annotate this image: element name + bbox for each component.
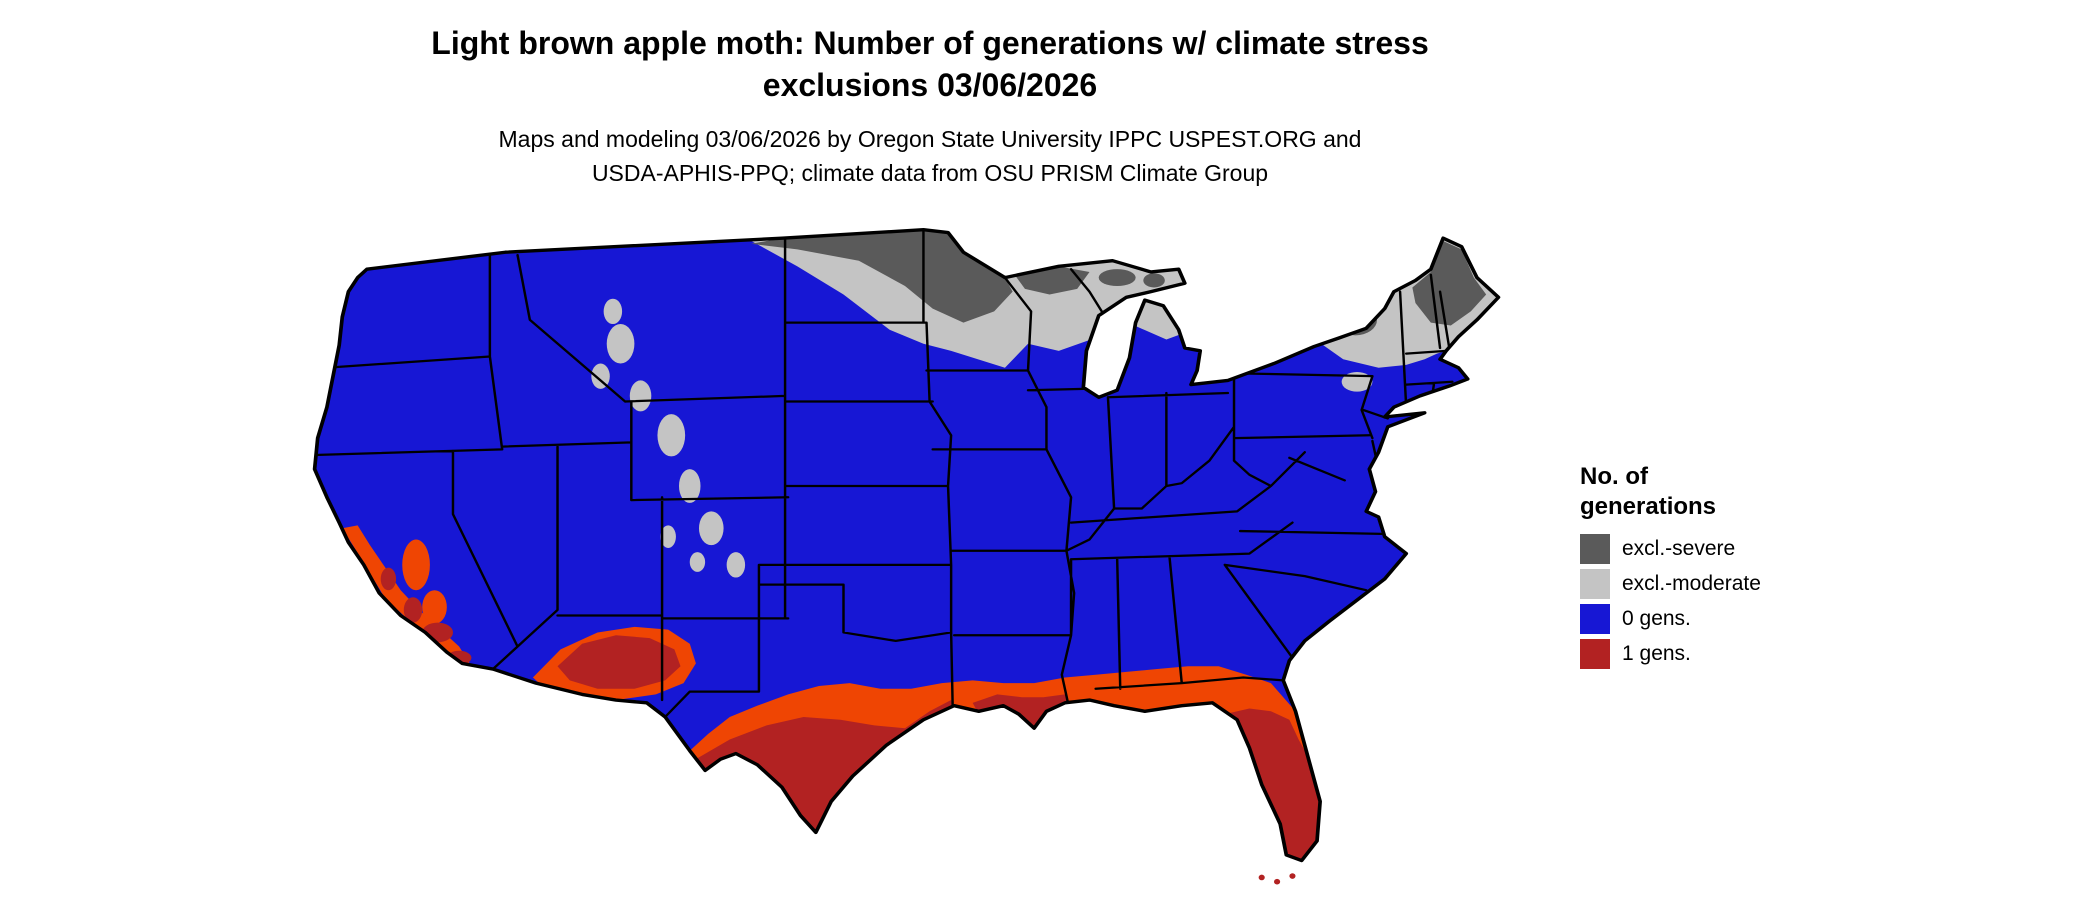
map-title: Light brown apple moth: Number of genera…	[0, 22, 1860, 106]
legend-row-0-gens: 0 gens.	[1580, 604, 1920, 634]
legend-swatch-0-gens	[1580, 604, 1610, 634]
legend-label-1-gens: 1 gens.	[1622, 642, 1691, 665]
map-subtitle-line1: Maps and modeling 03/06/2026 by Oregon S…	[498, 126, 1362, 152]
legend-label-excl-moderate: excl.-moderate	[1622, 572, 1761, 595]
legend-entries: excl.-severe excl.-moderate 0 gens. 1 ge…	[1580, 534, 1920, 669]
map-title-line2: exclusions 03/06/2026	[762, 67, 1098, 103]
legend-swatch-excl-severe	[1580, 534, 1610, 564]
us-map	[290, 210, 1520, 900]
legend-row-excl-severe: excl.-severe	[1580, 534, 1920, 564]
us-map-svg	[312, 228, 1501, 885]
us-outline	[312, 228, 1501, 863]
legend-row-1-gens: 1 gens.	[1580, 639, 1920, 669]
legend-label-excl-severe: excl.-severe	[1622, 537, 1736, 560]
legend-title-line2: generations	[1580, 493, 1717, 520]
map-subtitle: Maps and modeling 03/06/2026 by Oregon S…	[0, 122, 1860, 190]
legend-swatch-1-gens	[1580, 639, 1610, 669]
map-subtitle-line2: USDA-APHIS-PPQ; climate data from OSU PR…	[591, 160, 1269, 186]
region-1-gen	[380, 567, 1321, 861]
florida-keys	[1258, 873, 1296, 885]
legend-title-line1: No. of	[1580, 463, 1648, 490]
map-title-line1: Light brown apple moth: Number of genera…	[431, 25, 1429, 61]
legend-label-0-gens: 0 gens.	[1622, 607, 1691, 630]
legend-swatch-excl-moderate	[1580, 569, 1610, 599]
legend-row-excl-moderate: excl.-moderate	[1580, 569, 1920, 599]
map-legend: No. of generations excl.-severe excl.-mo…	[1580, 462, 1920, 674]
